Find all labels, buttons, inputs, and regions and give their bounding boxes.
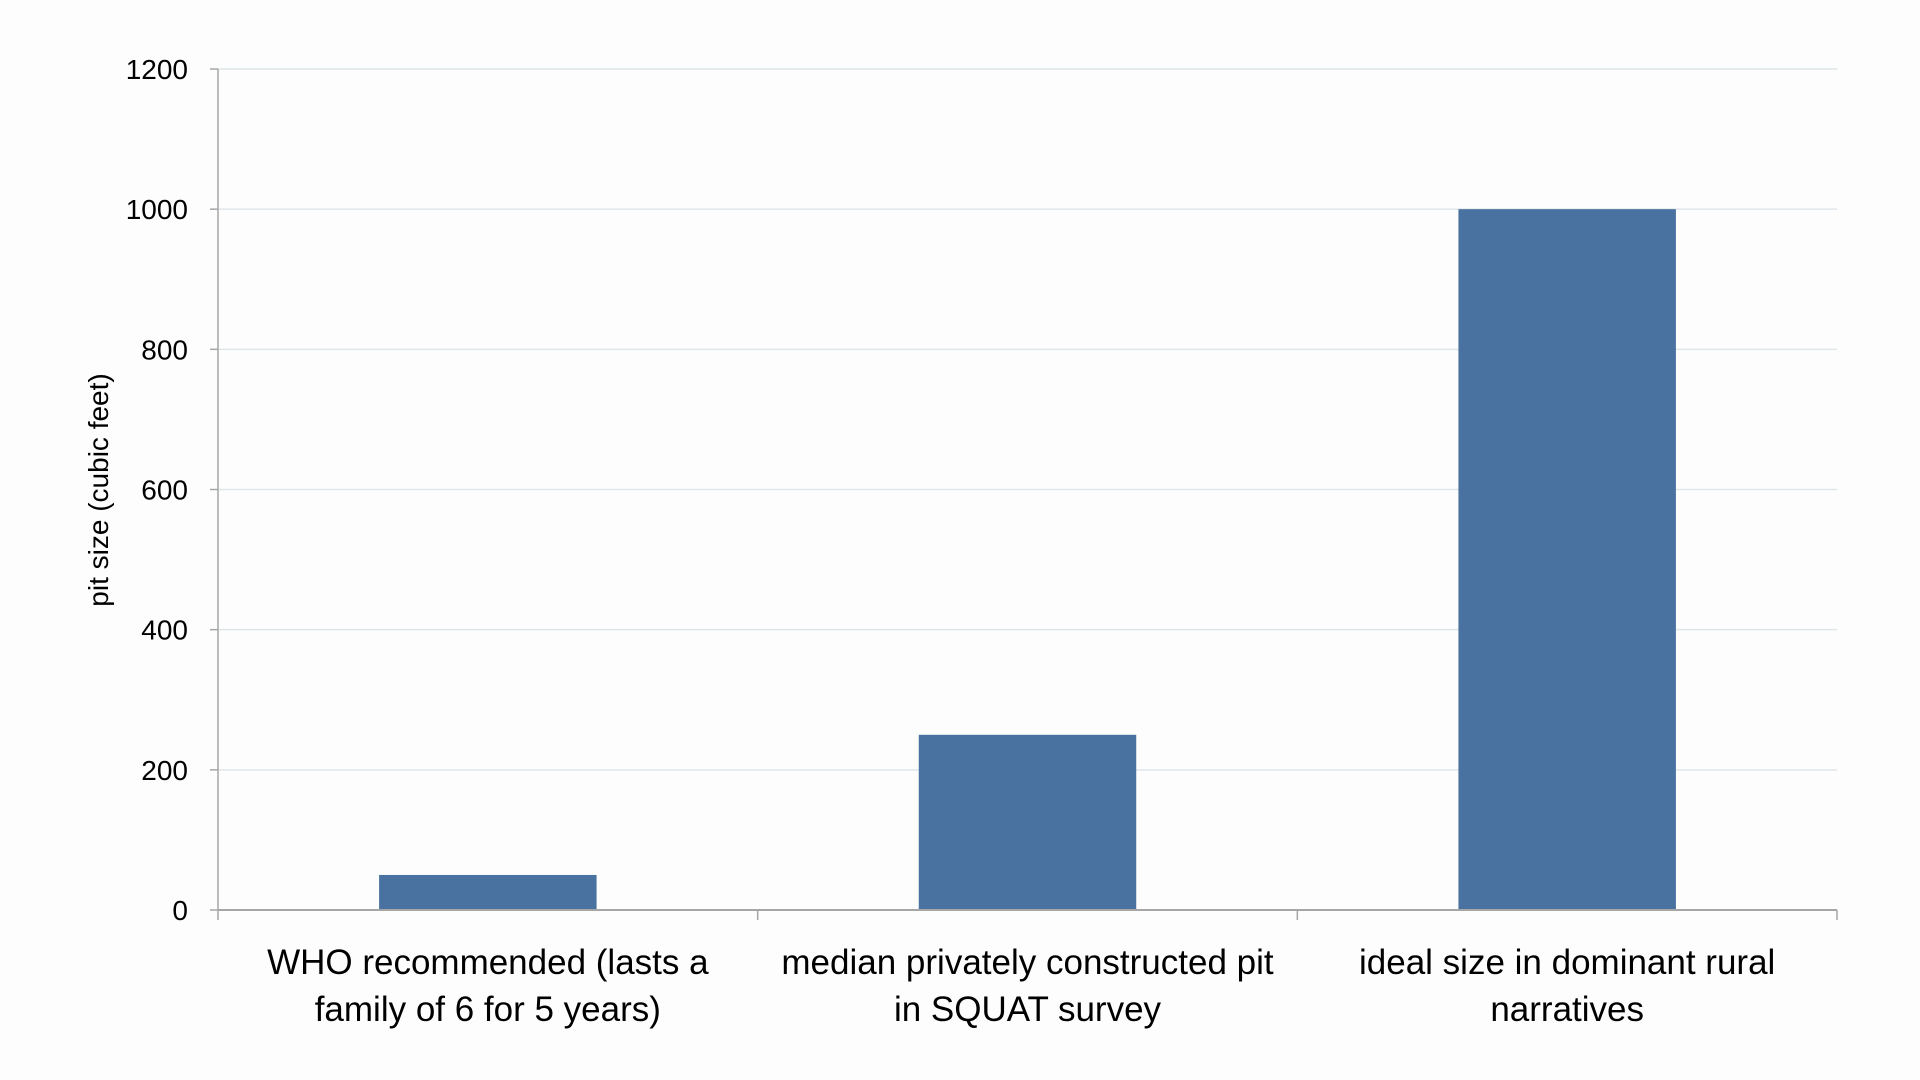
y-tick-label: 800: [141, 334, 188, 365]
bar: [1458, 209, 1676, 910]
y-tick-label: 1000: [126, 194, 188, 225]
bars: [379, 209, 1676, 910]
y-tick-labels: 0 200 400 600 800 1000 1200: [126, 54, 188, 926]
bar: [918, 734, 1137, 910]
x-category-label-line: narratives: [1490, 990, 1644, 1029]
y-tick-label: 1200: [126, 54, 188, 85]
x-category-label-line: median privately constructed pit: [781, 943, 1273, 982]
x-category-label: median privately constructed pit in SQUAT…: [781, 943, 1273, 1029]
y-tick-label: 400: [141, 615, 188, 646]
x-category-label: ideal size in dominant rural narratives: [1359, 943, 1775, 1029]
y-tick-label: 0: [172, 895, 188, 926]
x-category-label-line: ideal size in dominant rural: [1359, 943, 1775, 982]
y-axis-label: pit size (cubic feet): [83, 373, 114, 606]
x-category-labels: WHO recommended (lasts a family of 6 for …: [267, 943, 1775, 1029]
x-category-label-line: family of 6 for 5 years): [315, 990, 661, 1029]
x-category-label-line: WHO recommended (lasts a: [267, 943, 709, 982]
y-tick-label: 200: [141, 755, 188, 786]
y-tick-label: 600: [141, 475, 188, 506]
x-category-label-line: in SQUAT survey: [894, 990, 1162, 1029]
x-category-label: WHO recommended (lasts a family of 6 for …: [267, 943, 709, 1029]
bar: [379, 874, 597, 910]
axes: [210, 68, 1838, 920]
